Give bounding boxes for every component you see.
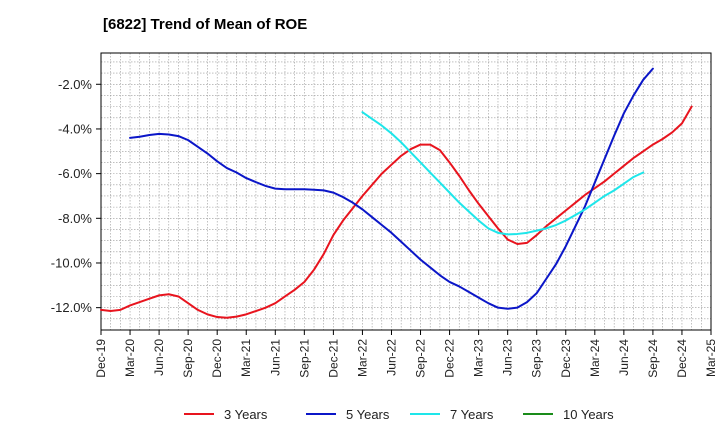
x-tick-label: Sep-22 xyxy=(414,339,428,378)
x-tick-label: Mar-20 xyxy=(123,339,137,377)
y-tick-label: -10.0% xyxy=(51,255,93,270)
x-tick-label: Dec-23 xyxy=(559,339,573,378)
x-tick-label: Dec-19 xyxy=(94,339,108,378)
x-tick-label: Sep-21 xyxy=(297,339,311,378)
plot-frame xyxy=(100,52,712,331)
x-axis-ticks: Dec-19 Mar-20 Jun-20 Sep-20 Dec-20 Mar-21 Jun-… xyxy=(94,330,718,378)
x-tick-label: Jun-21 xyxy=(268,339,282,376)
x-tick-label: Mar-24 xyxy=(588,339,602,377)
x-tick-label: Jun-22 xyxy=(384,339,398,376)
legend-label: 5 Years xyxy=(346,407,390,422)
y-tick-label: -6.0% xyxy=(58,166,92,181)
series-lines xyxy=(100,67,693,319)
series-line-5-years xyxy=(129,67,654,310)
y-tick-label: -12.0% xyxy=(51,300,93,315)
x-tick-label: Sep-23 xyxy=(530,339,544,378)
x-tick-label: Mar-25 xyxy=(704,339,718,377)
x-tick-label: Dec-22 xyxy=(443,339,457,378)
y-tick-label: -8.0% xyxy=(58,211,92,226)
x-tick-label: Jun-20 xyxy=(152,339,166,376)
x-tick-label: Dec-20 xyxy=(210,339,224,378)
x-tick-label: Sep-20 xyxy=(181,339,195,378)
x-tick-label: Jun-23 xyxy=(501,339,515,376)
x-tick-label: Sep-24 xyxy=(646,339,660,378)
x-tick-label: Mar-23 xyxy=(472,339,486,377)
y-tick-label: -4.0% xyxy=(58,121,92,136)
grid-lines xyxy=(100,53,712,331)
legend: 3 Years 5 Years 7 Years 10 Years xyxy=(184,407,614,422)
x-tick-label: Dec-21 xyxy=(326,339,340,378)
series-line-7-years xyxy=(361,111,645,236)
series-line-3-years xyxy=(100,105,693,319)
x-tick-label: Mar-21 xyxy=(239,339,253,377)
legend-label: 10 Years xyxy=(563,407,614,422)
x-tick-label: Dec-24 xyxy=(675,339,689,378)
y-axis-ticks: -2.0% -4.0% -6.0% -8.0% -10.0% -12.0% xyxy=(51,77,101,315)
x-tick-label: Mar-22 xyxy=(355,339,369,377)
legend-label: 7 Years xyxy=(450,407,494,422)
legend-label: 3 Years xyxy=(224,407,268,422)
chart-title: [6822] Trend of Mean of ROE xyxy=(103,16,308,33)
x-tick-label: Jun-24 xyxy=(617,339,631,376)
y-tick-label: -2.0% xyxy=(58,77,92,92)
